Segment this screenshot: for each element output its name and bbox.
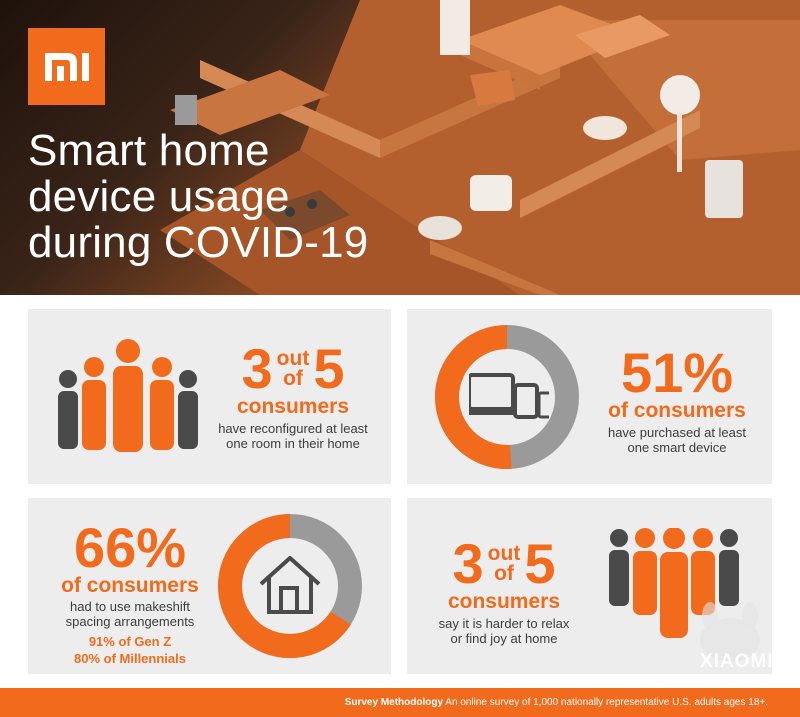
stat-unit: of consumers <box>61 574 199 597</box>
watermark-site: today.it <box>718 674 756 688</box>
stat-unit: consumers <box>236 395 350 418</box>
stat-card-smart-device: 51% of consumers have purchased at least… <box>407 309 772 484</box>
watermark-name: XIAOMI <box>700 651 774 672</box>
mi-logo <box>28 28 105 105</box>
stat-unit: consumers <box>447 590 561 613</box>
stat-value: 51% <box>620 341 734 404</box>
stat-desc-line: have reconfigured at least <box>218 421 368 436</box>
numerator: 3 <box>452 532 484 595</box>
stat-reconfigured: 3 out of 5 consumers have reconfigured a… <box>208 337 378 452</box>
out-word: out <box>276 347 310 370</box>
denominator: 5 <box>313 337 345 400</box>
denominator: 5 <box>524 532 556 595</box>
stat-desc-line: or find joy at home <box>450 631 558 646</box>
of-word: of <box>494 562 514 585</box>
devices-icon <box>469 373 549 419</box>
footer-text: An online survey of 1,000 nationally rep… <box>445 697 768 708</box>
fraction: 3 out of 5 <box>419 532 589 595</box>
donut-chart-makeshift <box>218 514 362 658</box>
mi-logo-mark <box>44 52 89 81</box>
stat-desc-line: say it is harder to relax <box>438 616 570 631</box>
house-icon <box>259 556 321 614</box>
stat-desc-line: spacing arrangements <box>65 614 195 629</box>
people-group-icon <box>609 528 739 638</box>
breakdown-millennials: 80% of Millennials <box>74 651 186 666</box>
hero-banner: Smart home device usage during COVID-19 <box>0 0 800 295</box>
breakdown-gen-z: 91% of Gen Z <box>88 634 172 649</box>
hero-title: Smart home device usage during COVID-19 <box>28 126 369 267</box>
stat-makeshift: 66% of consumers had to use makeshift sp… <box>42 516 218 666</box>
stat-smart-device: 51% of consumers have purchased at least… <box>597 341 757 456</box>
out-of-label: out of <box>276 347 310 390</box>
donut-chart-purchased <box>435 325 579 469</box>
stat-desc-line: one room in their home <box>226 436 360 451</box>
out-word: out <box>487 542 521 565</box>
out-of-label: out of <box>487 542 521 585</box>
donut-makeshift-share <box>218 514 362 658</box>
numerator: 3 <box>241 337 273 400</box>
donut-purchased-share <box>435 325 579 469</box>
stat-card-reconfigured: 3 out of 5 consumers have reconfigured a… <box>28 309 391 484</box>
fraction: 3 out of 5 <box>208 337 378 400</box>
footer-methodology: Survey Methodology An online survey of 1… <box>0 688 800 717</box>
watermark-mascot-icon <box>700 602 760 662</box>
stat-relax: 3 out of 5 consumers say it is harder to… <box>419 532 589 647</box>
of-word: of <box>283 367 303 390</box>
isometric-home-illustration <box>160 0 800 295</box>
footer-label: Survey Methodology <box>344 697 444 708</box>
stat-card-makeshift: 66% of consumers had to use makeshift sp… <box>28 498 391 674</box>
stat-desc-line: one smart device <box>627 440 727 455</box>
stat-desc-line: had to use makeshift <box>70 599 190 614</box>
stat-value: 66% <box>73 516 187 579</box>
stat-desc-line: have purchased at least <box>607 425 747 440</box>
stat-unit: of consumers <box>608 399 746 422</box>
people-group-icon <box>58 339 198 452</box>
